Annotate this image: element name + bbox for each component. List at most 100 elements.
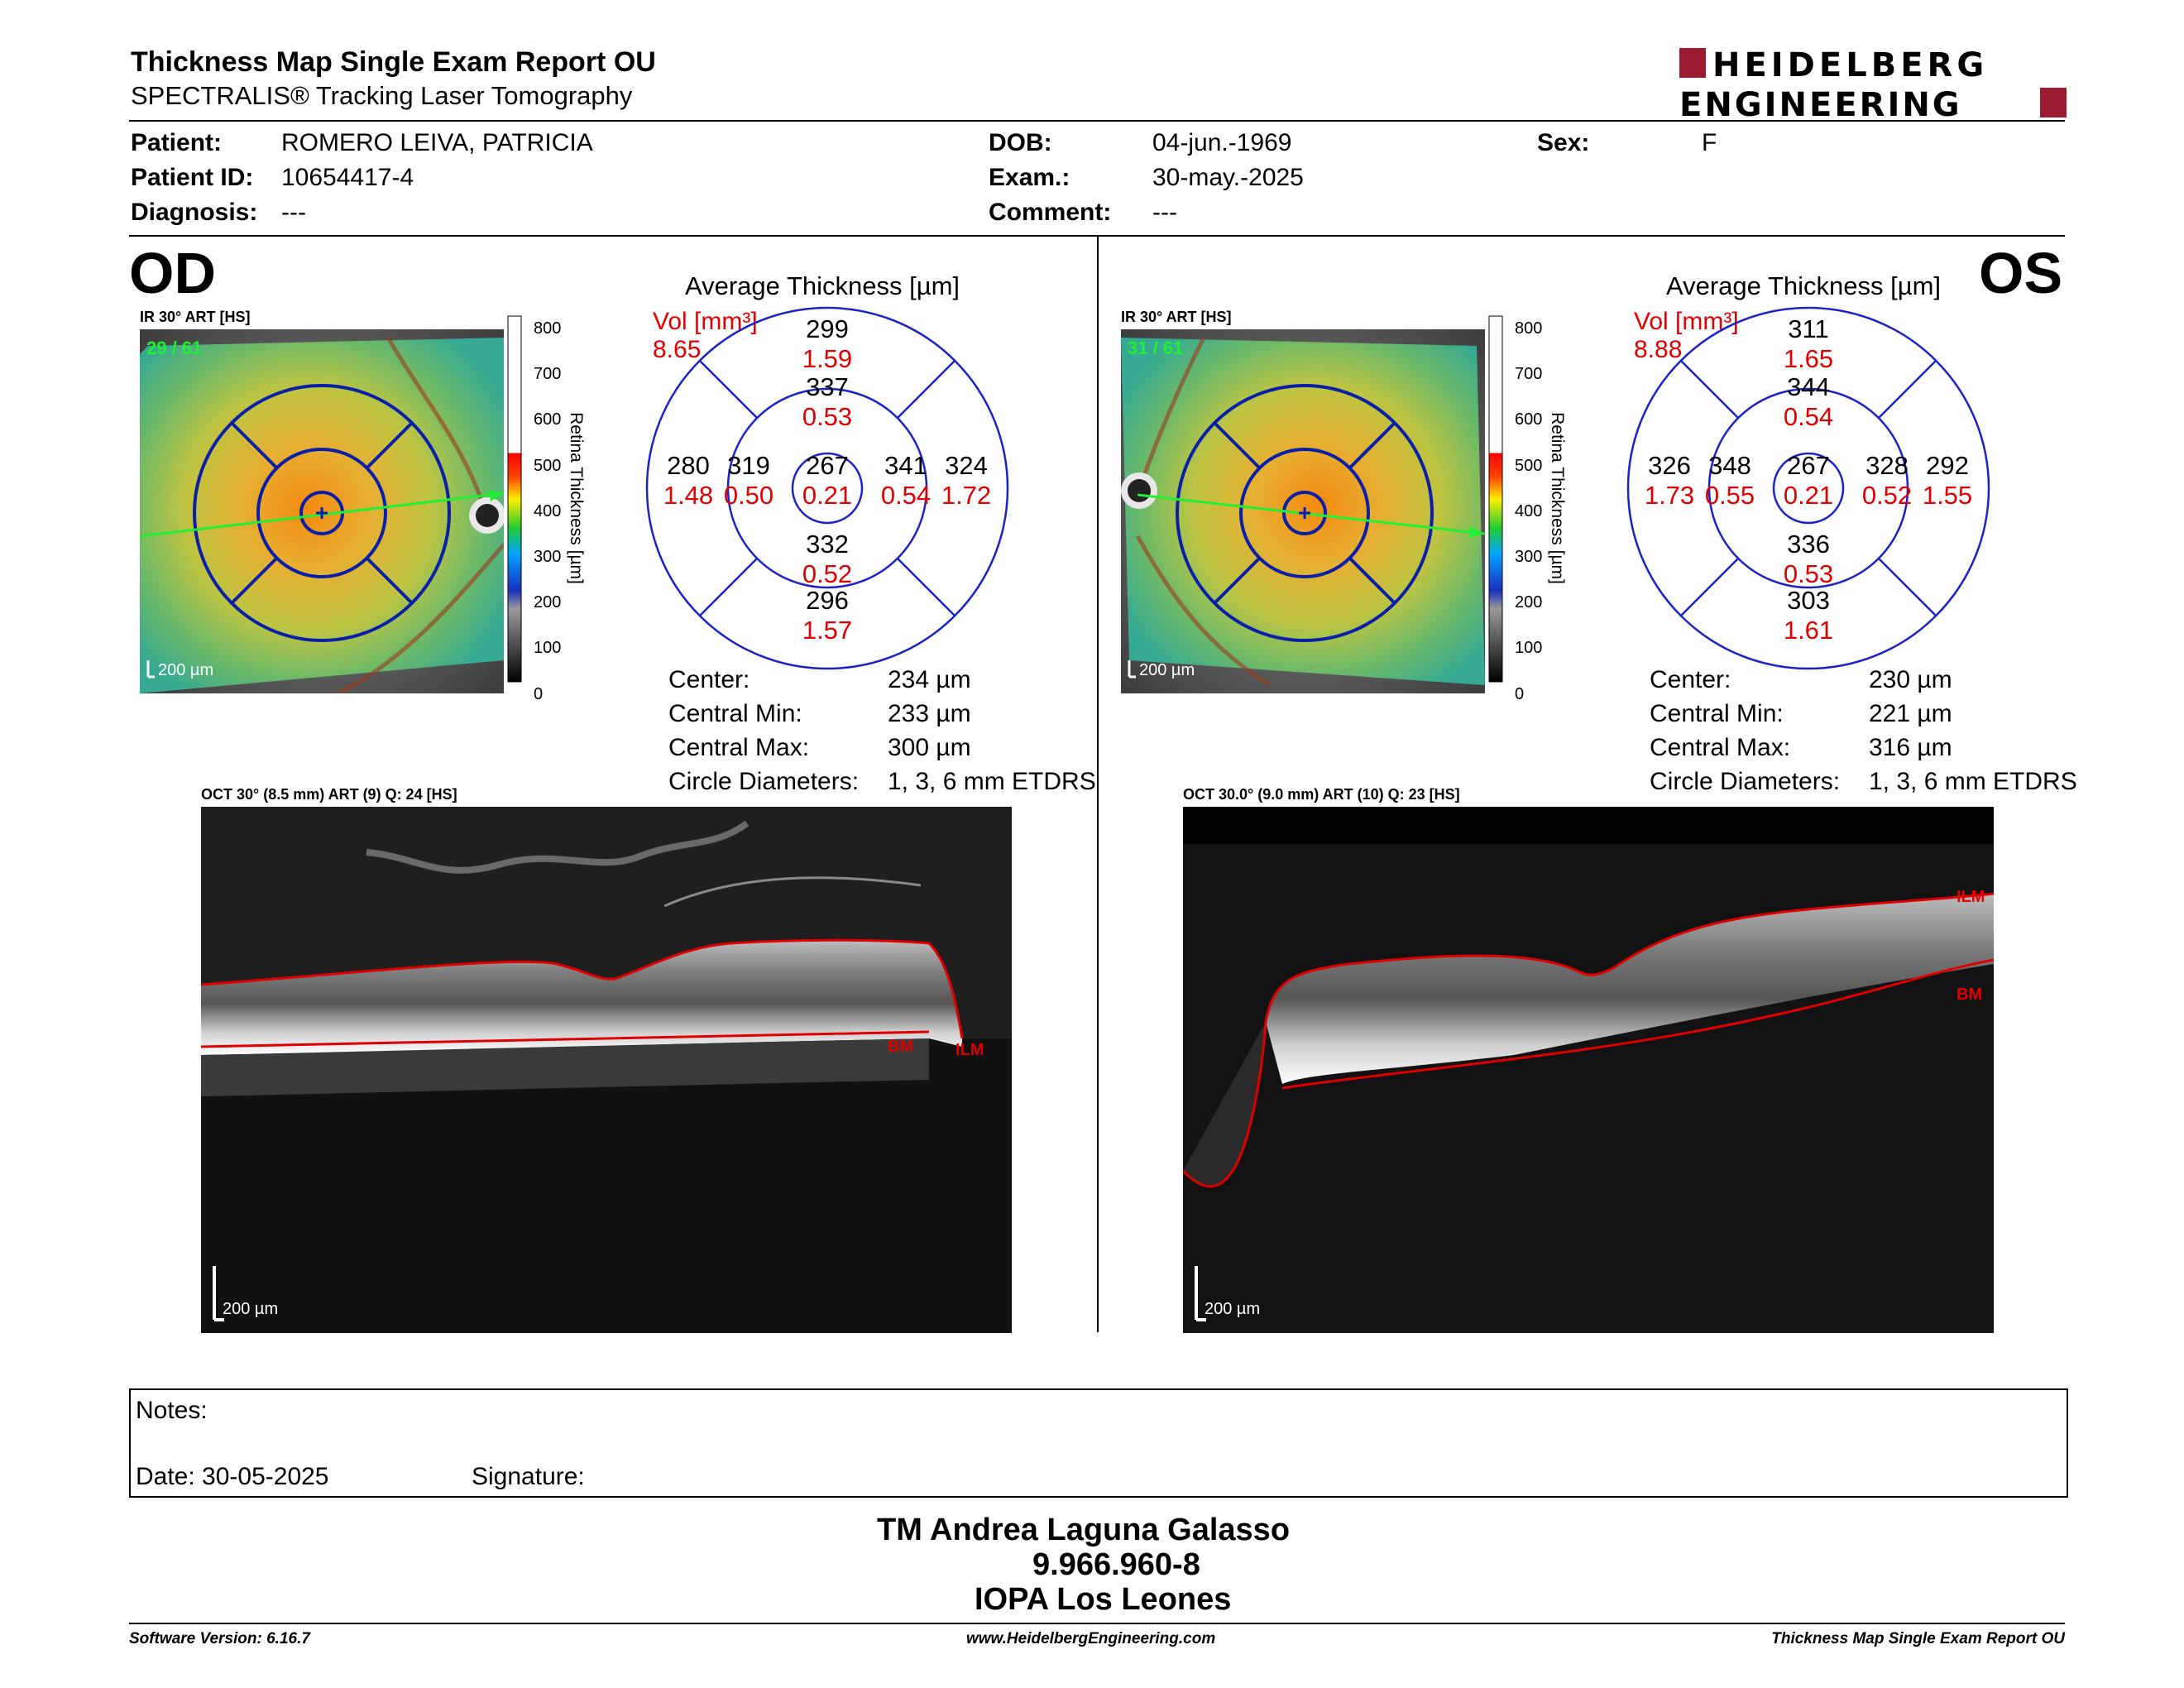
od-oct-bscan: BM ILM 200 µm — [200, 807, 1012, 1333]
patient-label: Patient: — [131, 129, 223, 156]
os-tick-400: 400 — [1515, 501, 1543, 520]
os-stat-center: Center: 230 µm — [1650, 666, 2077, 700]
notes-box[interactable]: Notes: Date: 30-05-2025 Signature: — [129, 1388, 2068, 1498]
od-avg-title: Average Thickness [µm] — [685, 271, 960, 300]
os-stat-key: Central Max: — [1650, 734, 1791, 761]
os-oct-scale-label: 200 µm — [1205, 1300, 1260, 1318]
od-outer-left-volume: 1.48 — [663, 481, 713, 510]
os-stat-value: 221 µm — [1869, 700, 1952, 727]
patient-name: ROMERO LEIVA, PATRICIA — [281, 129, 593, 156]
od-inner-right-volume: 0.54 — [881, 481, 931, 510]
comment-label: Comment: — [989, 199, 1112, 226]
od-tick-600: 600 — [534, 410, 562, 429]
os-vol-total: 8.88 — [1634, 336, 1683, 363]
os-stat-value: 316 µm — [1869, 734, 1952, 761]
od-stat-central-max: Central Max: 300 µm — [668, 734, 1096, 768]
os-tick-500: 500 — [1515, 456, 1543, 475]
od-center-volume: 0.21 — [802, 481, 852, 510]
heidelberg-logo: HEIDELBERG ENGINEERING — [1679, 43, 2068, 126]
od-colorbar — [506, 314, 597, 695]
diagnosis-value: --- — [281, 199, 306, 226]
od-outer-left-thickness: 280 — [667, 451, 710, 480]
od-stat-center: Center: 234 µm — [668, 666, 1096, 700]
os-ir-caption: IR 30° ART [HS] — [1121, 309, 1232, 325]
signature-label: Signature: — [472, 1463, 585, 1490]
footer-divider — [129, 1623, 2065, 1624]
os-outer-left-thickness: 326 — [1648, 451, 1691, 480]
os-center-volume: 0.21 — [1784, 481, 1833, 510]
os-tick-200: 200 — [1515, 593, 1543, 612]
od-colorbar-ticks: 800 700 600 500 400 300 200 100 0 — [534, 306, 561, 717]
od-tick-200: 200 — [534, 593, 562, 612]
od-stats: Center: 234 µm Central Min: 233 µm Central… — [668, 666, 1096, 802]
os-inner-bottom-thickness: 336 — [1787, 530, 1830, 559]
patient-divider — [129, 235, 2065, 237]
od-outer-top-volume: 1.59 — [802, 344, 852, 373]
od-inner-left-volume: 0.50 — [724, 481, 774, 510]
os-outer-left-volume: 1.73 — [1645, 481, 1694, 510]
os-ir-scale-label: 200 µm — [1139, 661, 1195, 679]
os-tick-0: 0 — [1515, 684, 1525, 703]
diagnosis-label: Diagnosis: — [131, 199, 258, 226]
exam-label: Exam.: — [989, 164, 1070, 191]
od-oct-scale-label: 200 µm — [223, 1300, 278, 1318]
os-eye-label: OS — [1979, 241, 2063, 305]
os-inner-bottom-volume: 0.53 — [1784, 559, 1833, 588]
od-outer-right-volume: 1.72 — [941, 481, 991, 510]
os-center-thickness: 267 — [1787, 451, 1830, 480]
od-outer-bottom-volume: 1.57 — [802, 616, 852, 645]
os-stat-key: Central Min: — [1650, 700, 1784, 727]
od-ir-scale-label: 200 µm — [158, 661, 213, 679]
report-title: Thickness Map Single Exam Report OU — [131, 46, 656, 78]
od-outer-bottom-thickness: 296 — [806, 586, 849, 615]
od-tick-700: 700 — [534, 365, 562, 384]
od-inner-bottom-volume: 0.52 — [802, 559, 852, 588]
os-bm-label: BM — [1956, 985, 1982, 1004]
date-label: Date: 30-05-2025 — [136, 1463, 329, 1490]
os-colorbar-ticks: 800 700 600 500 400 300 200 100 0 — [1515, 306, 1542, 717]
od-tick-100: 100 — [534, 639, 562, 658]
os-inner-top-thickness: 344 — [1787, 372, 1830, 401]
od-vol-total: 8.65 — [653, 336, 702, 363]
od-stat-key: Central Max: — [668, 734, 810, 761]
od-tick-0: 0 — [534, 684, 544, 703]
os-outer-right-volume: 1.55 — [1923, 481, 1972, 510]
notes-label: Notes: — [136, 1397, 208, 1424]
signature-institution: IOPA Los Leones — [975, 1582, 1232, 1617]
sex-value: F — [1702, 129, 1717, 156]
od-center-thickness: 267 — [806, 451, 849, 480]
od-bm-label: BM — [888, 1038, 913, 1056]
sex-label: Sex: — [1537, 129, 1590, 156]
os-stat-value: 230 µm — [1869, 666, 1952, 693]
dob-label: DOB: — [989, 129, 1052, 156]
od-tick-800: 800 — [534, 319, 562, 338]
od-stat-value: 1, 3, 6 mm ETDRS — [888, 768, 1096, 795]
od-stat-key: Central Min: — [668, 700, 802, 727]
od-oct-caption: OCT 30° (8.5 mm) ART (9) Q: 24 [HS] — [201, 786, 457, 803]
od-stat-value: 233 µm — [888, 700, 971, 727]
os-thickness-map: 31 / 61 200 µm — [1121, 329, 1486, 693]
os-colorbar-title: Retina Thickness [µm] — [1548, 412, 1567, 584]
od-stat-key: Circle Diameters: — [668, 768, 860, 795]
os-frame-counter: 31 / 61 — [1128, 338, 1183, 358]
od-etdrs-grid: 299 1.59 337 0.53 280 1.48 319 0.50 267 … — [645, 306, 1009, 670]
dob-value: 04-jun.-1969 — [1152, 129, 1292, 156]
footer-report-name: Thickness Map Single Exam Report OU — [1771, 1630, 2065, 1647]
comment-value: --- — [1152, 199, 1177, 226]
svg-text:ENGINEERING: ENGINEERING — [1679, 86, 1962, 124]
eye-divider — [1097, 237, 1099, 1332]
patient-id: 10654417-4 — [281, 164, 414, 191]
od-stat-value: 234 µm — [888, 666, 971, 693]
os-outer-right-thickness: 292 — [1926, 451, 1969, 480]
od-inner-top-thickness: 337 — [806, 372, 849, 401]
od-inner-right-thickness: 341 — [884, 451, 927, 480]
website-link[interactable]: www.HeidelbergEngineering.com — [966, 1630, 1216, 1647]
od-stat-value: 300 µm — [888, 734, 971, 761]
os-avg-title: Average Thickness [µm] — [1666, 271, 1942, 300]
os-tick-600: 600 — [1515, 410, 1543, 429]
os-inner-right-thickness: 328 — [1866, 451, 1909, 480]
od-tick-400: 400 — [534, 501, 562, 520]
os-outer-bottom-volume: 1.61 — [1784, 616, 1833, 645]
os-stat-key: Center: — [1650, 666, 1731, 693]
report-subtitle: SPECTRALIS® Tracking Laser Tomography — [131, 81, 633, 110]
